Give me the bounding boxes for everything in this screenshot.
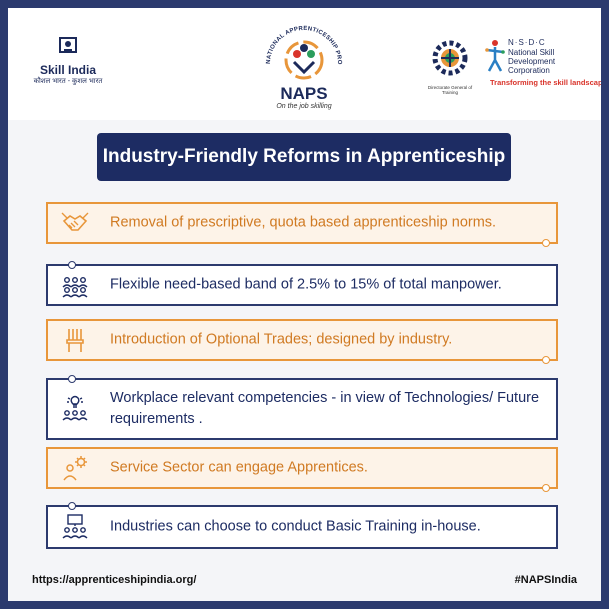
reform-text-5: Service Sector can engage Apprentices.: [110, 459, 368, 476]
reform-item-6: Industries can choose to conduct Basic T…: [46, 502, 558, 549]
handshake-icon: [61, 212, 89, 231]
skill-india-emblem-icon: [59, 37, 77, 53]
dgt-caption: Directorate General of Training: [427, 85, 473, 95]
reform-item-4: Workplace relevant competencies - in vie…: [46, 375, 558, 440]
logo-header: Skill India कौशल भारत - कुशल भारत NATION…: [8, 8, 601, 120]
website-link[interactable]: https://apprenticeshipindia.org/: [32, 574, 197, 586]
nsdc-name: National Skill Development Corporation: [508, 48, 556, 75]
reform-text-6: Industries can choose to conduct Basic T…: [110, 518, 481, 535]
connector-dot: [68, 502, 76, 510]
skill-india-logo: Skill India कौशल भारत - कुशल भारत: [28, 36, 108, 92]
poster-frame: Skill India कौशल भारत - कुशल भारत NATION…: [8, 8, 601, 601]
connector-dot: [542, 239, 550, 247]
dgt-logo: Directorate General of Training: [424, 38, 476, 95]
reform-item-3: Introduction of Optional Trades; designe…: [46, 319, 558, 364]
chair-icon: [66, 329, 84, 352]
nsdc-logo: N·S·D·C National Skill Development Corpo…: [484, 38, 601, 94]
skill-india-subtitle: कौशल भारत - कुशल भारत: [33, 78, 103, 85]
reform-text-2: Flexible need-based band of 2.5% to 15% …: [110, 276, 502, 293]
hashtag: #NAPSIndia: [514, 574, 577, 586]
naps-emblem-icon: NATIONAL APPRENTICESHIP PROMOTION SCHEME: [251, 14, 342, 80]
dgt-gear-icon: [432, 40, 468, 76]
naps-logo: NATIONAL APPRENTICESHIP PROMOTION SCHEME…: [251, 14, 354, 116]
naps-tagline: On the job skilling: [276, 103, 332, 110]
nsdc-tagline: Transforming the skill landscape: [490, 78, 601, 87]
naps-word: NAPS: [280, 84, 328, 103]
skill-india-title: Skill India: [39, 63, 96, 77]
reform-text-1: Removal of prescriptive, quota based app…: [110, 214, 497, 231]
connector-dot: [542, 484, 550, 492]
reform-text-3: Introduction of Optional Trades; designe…: [110, 331, 453, 348]
reform-text-4: Workplace relevant competencies - in vie…: [110, 390, 540, 427]
training-board-icon: [62, 514, 88, 539]
connector-dot: [542, 356, 550, 364]
people-group-icon: [62, 276, 88, 298]
connector-dot: [68, 375, 76, 383]
reform-item-1: Removal of prescriptive, quota based app…: [46, 202, 558, 247]
connector-dot: [68, 261, 76, 269]
person-gear-icon: [63, 456, 87, 481]
reform-item-2: Flexible need-based band of 2.5% to 15% …: [46, 261, 558, 306]
nsdc-figure-icon: [485, 40, 505, 72]
reform-item-5: Service Sector can engage Apprentices.: [46, 447, 558, 492]
page-title: Industry-Friendly Reforms in Apprentices…: [97, 133, 511, 181]
nsdc-acronym: N·S·D·C: [508, 38, 546, 47]
lightbulb-team-icon: [62, 395, 88, 421]
